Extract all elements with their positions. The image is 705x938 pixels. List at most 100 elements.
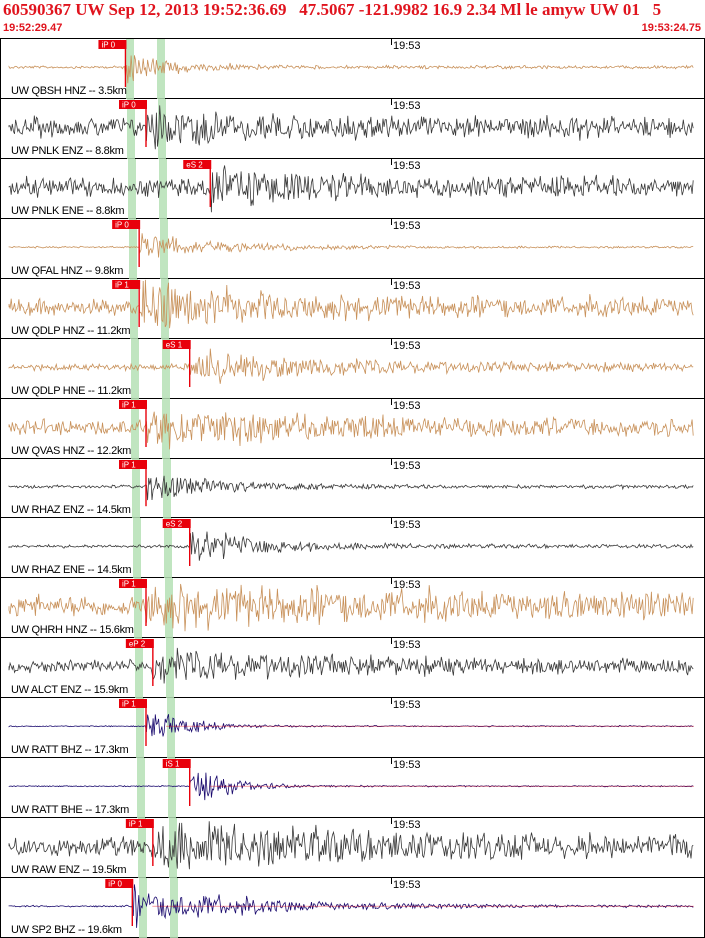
pick-tag-label: iP 0 [115, 221, 129, 230]
pick-tag-label: iP 1 [115, 281, 129, 290]
channel-label: UW QVAS HNZ -- 12.2km [11, 445, 132, 457]
seismogram-panel[interactable]: iP 0 19:53 UW QBSH HNZ -- 3.5km [0, 39, 705, 99]
channel-label: UW QDLP HNE -- 11.2km [11, 385, 131, 397]
pick-tag[interactable] [162, 759, 191, 768]
pick-tag-label: eP 2 [129, 640, 146, 649]
pick-tag[interactable] [119, 579, 147, 588]
time-tick [391, 219, 392, 225]
waveform-trace [8, 55, 694, 84]
s-window-band [159, 159, 167, 219]
waveform-trace [8, 233, 694, 258]
p-window-band [139, 878, 147, 938]
pick-tag-label: iP 1 [129, 820, 143, 829]
pick-tag[interactable] [125, 639, 154, 648]
time-tick [391, 159, 392, 165]
pick-tag[interactable] [119, 460, 147, 469]
seismogram-panel[interactable]: iP 1 19:53 UW RATT BHZ -- 17.3km [0, 698, 705, 758]
window-end-time: 19:53:24.75 [641, 22, 701, 34]
pick-tag[interactable] [119, 699, 147, 708]
time-tick-label: 19:53 [393, 639, 421, 651]
waveform-trace [8, 531, 694, 561]
channel-label: UW SP2 BHZ -- 19.6km [11, 924, 122, 936]
s-window-band [164, 518, 172, 578]
seismogram-panel[interactable]: eS 2 19:53 UW PNLK ENE -- 8.8km [0, 159, 705, 219]
channel-label: UW RAW ENZ -- 19.5km [11, 864, 127, 876]
channel-label: UW RHAZ ENZ -- 14.5km [11, 504, 131, 516]
seismogram-panel[interactable]: iP 1 19:53 UW QDLP HNZ -- 11.2km [0, 279, 705, 339]
trace-plot: eP 2 [8, 638, 694, 698]
seismogram-panel[interactable]: iP 1 19:53 UW RHAZ ENZ -- 14.5km [0, 459, 705, 518]
s-window-band [162, 399, 170, 459]
trace-plot: eS 1 [8, 339, 694, 399]
pick-tag-label: iP 0 [122, 101, 136, 110]
time-tick-label: 19:53 [393, 579, 421, 591]
p-window-band [131, 399, 139, 459]
time-tick [391, 279, 392, 285]
time-tick [391, 578, 392, 584]
pick-tag-label: eS 2 [166, 520, 183, 529]
channel-label: UW PNLK ENE -- 8.8km [11, 205, 125, 217]
waveform-trace [8, 772, 694, 801]
waveform-trace [8, 411, 694, 450]
time-tick-label: 19:53 [393, 699, 421, 711]
p-window-band [137, 758, 145, 818]
time-tick [391, 638, 392, 644]
time-tick-label: 19:53 [393, 460, 421, 472]
time-tick [391, 99, 392, 105]
time-tick [391, 758, 392, 764]
pick-tag-label: iP 0 [108, 880, 122, 889]
s-window-band [168, 758, 176, 818]
s-window-band [158, 99, 166, 159]
seismogram-panel[interactable]: eS 1 19:53 UW QDLP HNE -- 11.2km [0, 339, 705, 399]
seismogram-panel[interactable]: iP 1 19:53 UW QHRH HNZ -- 15.6km [0, 578, 705, 638]
s-window-band [166, 638, 174, 698]
pick-tag[interactable] [105, 879, 134, 888]
pick-tag[interactable] [119, 400, 147, 409]
trace-plot: iP 0 [8, 39, 694, 99]
pick-tag-label: iP 1 [122, 700, 136, 709]
pick-tag[interactable] [162, 519, 191, 528]
trace-plot: iP 1 [8, 459, 694, 518]
s-window-band [161, 279, 169, 339]
trace-plot: iP 0 [8, 99, 694, 159]
p-window-band [133, 518, 141, 578]
pick-tag[interactable] [183, 160, 212, 169]
pick-tag-label: iP 1 [122, 461, 136, 470]
time-tick [391, 459, 392, 465]
time-tick-label: 19:53 [393, 340, 421, 352]
seismogram-panel[interactable]: iP 1 19:53 UW QVAS HNZ -- 12.2km [0, 399, 705, 459]
pick-tag[interactable] [98, 40, 127, 49]
event-header: 60590367 UW Sep 12, 2013 19:52:36.69 47.… [0, 0, 705, 39]
time-tick-label: 19:53 [393, 280, 421, 292]
time-tick [391, 518, 392, 524]
time-tick-label: 19:53 [393, 100, 421, 112]
seismogram-panel[interactable]: iP 0 19:53 UW QFAL HNZ -- 9.8km [0, 219, 705, 279]
channel-label: UW QHRH HNZ -- 15.6km [11, 624, 134, 636]
window-start-time: 19:52:29.47 [3, 22, 63, 34]
time-tick-label: 19:53 [393, 819, 421, 831]
waveform-trace [8, 647, 694, 684]
trace-plot: iP 1 [8, 698, 694, 758]
waveform-trace [8, 105, 694, 150]
seismogram-stack: iP 0 19:53 UW QBSH HNZ -- 3.5km iP 0 19:53 UW… [0, 39, 705, 938]
p-window-band [127, 99, 135, 159]
trace-plot: iS 1 [8, 758, 694, 818]
pick-tag[interactable] [162, 340, 191, 349]
seismogram-panel[interactable]: eS 2 19:53 UW RHAZ ENE -- 14.5km [0, 518, 705, 578]
waveform-trace [8, 348, 694, 384]
seismogram-panel[interactable]: eP 2 19:53 UW ALCT ENZ -- 15.9km [0, 638, 705, 698]
pick-tag[interactable] [112, 220, 141, 229]
pick-tag[interactable] [119, 100, 147, 109]
seismogram-panel[interactable]: iP 0 19:53 UW SP2 BHZ -- 19.6km [0, 878, 705, 938]
channel-label: UW RATT BHE -- 17.3km [11, 804, 129, 816]
event-title: 60590367 UW Sep 12, 2013 19:52:36.69 47.… [3, 0, 662, 19]
trace-plot: iP 0 [8, 878, 694, 938]
pick-tag-label: iP 0 [101, 41, 115, 50]
seismogram-panel[interactable]: iP 0 19:53 UW PNLK ENZ -- 8.8km [0, 99, 705, 159]
pick-tag[interactable] [125, 819, 154, 828]
seismogram-panel[interactable]: iP 1 19:53 UW RAW ENZ -- 19.5km [0, 818, 705, 878]
seismogram-panel[interactable]: iS 1 19:53 UW RATT BHE -- 17.3km [0, 758, 705, 818]
pick-tag[interactable] [112, 280, 141, 289]
channel-label: UW QFAL HNZ -- 9.8km [11, 265, 124, 277]
time-tick [391, 698, 392, 704]
